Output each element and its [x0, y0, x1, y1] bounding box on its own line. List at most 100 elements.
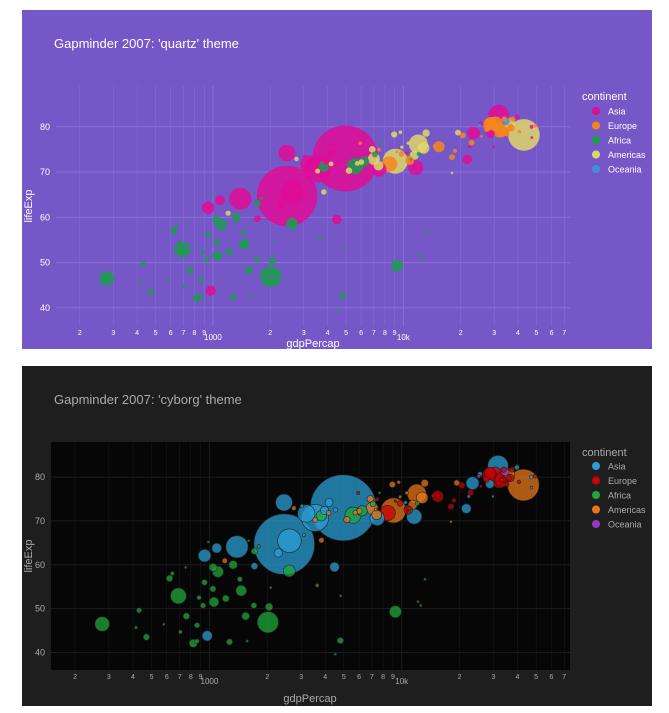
- data-point-europe[interactable]: [500, 127, 505, 132]
- data-point-asia[interactable]: [530, 136, 534, 139]
- data-point-europe[interactable]: [484, 466, 497, 480]
- data-point-europe[interactable]: [377, 147, 381, 152]
- data-point-europe[interactable]: [468, 139, 475, 146]
- data-point-asia[interactable]: [280, 180, 304, 205]
- data-point-africa[interactable]: [162, 622, 166, 627]
- data-point-americas[interactable]: [354, 161, 360, 166]
- data-point-africa[interactable]: [209, 585, 217, 593]
- data-point-asia[interactable]: [250, 562, 259, 570]
- data-point-africa[interactable]: [196, 595, 202, 601]
- data-point-africa[interactable]: [409, 158, 413, 161]
- data-point-asia[interactable]: [327, 149, 336, 157]
- data-point-africa[interactable]: [178, 629, 183, 635]
- data-point-europe[interactable]: [484, 126, 491, 132]
- legend[interactable]: continent Asia Europe Africa Americas Oceani…: [582, 447, 646, 530]
- data-point-europe[interactable]: [433, 141, 445, 153]
- legend-item-asia[interactable]: Asia: [592, 107, 626, 117]
- data-point-africa[interactable]: [188, 218, 191, 222]
- data-point-africa[interactable]: [421, 258, 424, 261]
- data-point-asia[interactable]: [201, 201, 215, 215]
- data-point-africa[interactable]: [418, 254, 421, 257]
- data-point-africa[interactable]: [414, 500, 420, 506]
- data-point-africa[interactable]: [208, 596, 220, 608]
- legend-item-oceania[interactable]: Oceania: [592, 165, 642, 175]
- data-point-africa[interactable]: [260, 266, 282, 288]
- data-point-americas[interactable]: [371, 509, 382, 521]
- data-point-asia[interactable]: [492, 145, 496, 148]
- data-point-africa[interactable]: [250, 602, 258, 609]
- data-point-americas[interactable]: [225, 210, 231, 216]
- data-point-africa[interactable]: [184, 565, 188, 569]
- data-point-africa[interactable]: [248, 294, 252, 298]
- data-point-africa[interactable]: [198, 277, 204, 283]
- data-point-africa[interactable]: [286, 217, 298, 230]
- data-point-asia[interactable]: [467, 126, 480, 140]
- data-point-europe[interactable]: [431, 493, 436, 499]
- legend-item-oceania[interactable]: Oceania: [591, 519, 642, 530]
- data-point-africa[interactable]: [198, 293, 203, 299]
- data-point-europe[interactable]: [507, 125, 513, 131]
- data-point-africa[interactable]: [425, 231, 428, 234]
- data-point-europe[interactable]: [458, 482, 466, 489]
- data-point-americas[interactable]: [455, 129, 461, 136]
- data-point-americas[interactable]: [396, 480, 401, 485]
- data-point-europe[interactable]: [451, 497, 457, 503]
- data-point-europe[interactable]: [374, 497, 380, 502]
- data-point-oceania[interactable]: [477, 124, 482, 128]
- data-point-africa[interactable]: [407, 507, 412, 511]
- data-point-africa[interactable]: [254, 200, 261, 207]
- data-point-americas[interactable]: [450, 171, 454, 175]
- data-point-africa[interactable]: [206, 540, 210, 544]
- data-point-africa[interactable]: [134, 625, 138, 630]
- data-point-europe[interactable]: [533, 123, 538, 128]
- data-point-asia[interactable]: [332, 214, 342, 225]
- data-point-africa[interactable]: [99, 271, 114, 286]
- data-point-asia[interactable]: [225, 535, 249, 559]
- data-point-americas[interactable]: [368, 146, 376, 153]
- data-point-asia[interactable]: [304, 185, 308, 188]
- data-point-americas[interactable]: [391, 131, 398, 138]
- legend-item-americas[interactable]: Americas: [591, 504, 647, 515]
- data-point-asia[interactable]: [273, 548, 283, 558]
- data-point-africa[interactable]: [419, 603, 423, 608]
- data-point-asia[interactable]: [198, 549, 212, 563]
- data-point-oceania[interactable]: [476, 474, 482, 479]
- data-point-europe[interactable]: [532, 473, 538, 479]
- data-point-asia[interactable]: [335, 158, 340, 163]
- legend-item-americas[interactable]: Americas: [592, 150, 646, 160]
- data-point-americas[interactable]: [417, 142, 430, 154]
- data-point-americas[interactable]: [326, 510, 332, 516]
- data-point-africa[interactable]: [140, 261, 146, 267]
- data-point-americas[interactable]: [373, 507, 378, 512]
- data-point-africa[interactable]: [269, 586, 273, 590]
- data-point-africa[interactable]: [225, 248, 233, 256]
- data-point-europe[interactable]: [482, 476, 490, 483]
- data-point-europe[interactable]: [393, 499, 397, 503]
- data-point-asia[interactable]: [514, 464, 520, 471]
- data-point-americas[interactable]: [318, 537, 325, 544]
- data-point-europe[interactable]: [506, 475, 512, 481]
- legend-item-europe[interactable]: Europe: [591, 475, 638, 486]
- data-point-africa[interactable]: [380, 141, 383, 145]
- data-point-europe[interactable]: [516, 479, 522, 484]
- data-point-africa[interactable]: [378, 491, 382, 495]
- data-point-africa[interactable]: [241, 611, 250, 621]
- data-point-americas[interactable]: [400, 145, 404, 149]
- data-point-asia[interactable]: [201, 630, 213, 642]
- data-point-asia[interactable]: [299, 503, 305, 509]
- data-point-africa[interactable]: [229, 293, 236, 301]
- data-point-europe[interactable]: [398, 151, 405, 157]
- data-point-africa[interactable]: [254, 256, 260, 263]
- data-point-africa[interactable]: [166, 277, 169, 281]
- data-point-americas[interactable]: [221, 557, 228, 564]
- data-point-africa[interactable]: [194, 638, 200, 644]
- data-point-europe[interactable]: [447, 503, 455, 510]
- data-point-africa[interactable]: [416, 600, 420, 604]
- data-point-americas[interactable]: [406, 141, 410, 145]
- data-point-asia[interactable]: [486, 129, 495, 139]
- data-point-asia[interactable]: [466, 494, 471, 499]
- data-point-europe[interactable]: [432, 144, 437, 149]
- data-point-africa[interactable]: [317, 236, 322, 241]
- data-point-europe[interactable]: [504, 482, 510, 487]
- data-point-africa[interactable]: [200, 602, 207, 609]
